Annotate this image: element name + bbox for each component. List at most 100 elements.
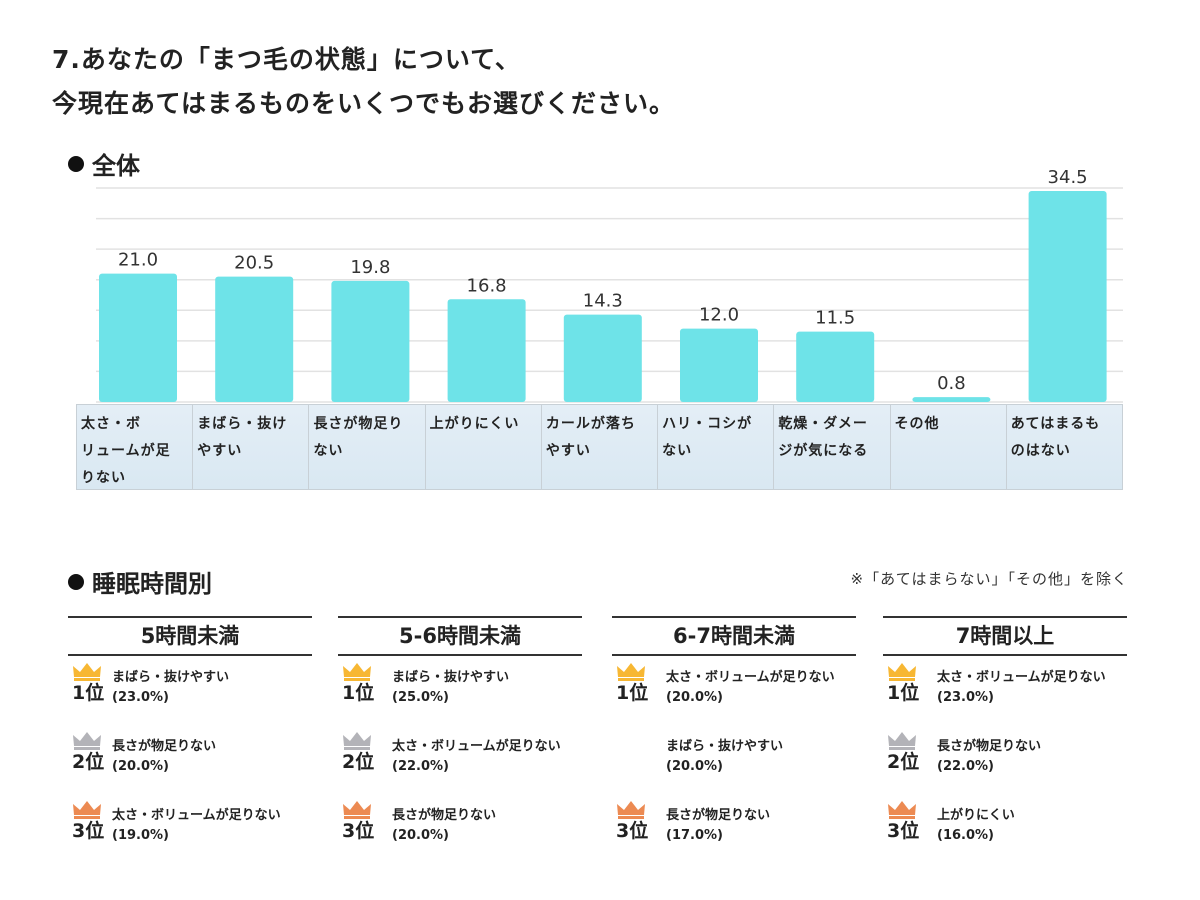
rank-answer: 上がりにくい	[937, 808, 1015, 823]
crown-gold-icon	[616, 662, 646, 686]
category-label: 長さが物足り ない	[309, 405, 426, 489]
exclusion-note: ※「あてはまらない」「その他」を除く	[850, 570, 1128, 588]
crown-silver-icon	[887, 731, 917, 755]
rank-item: 3位 長さが物足りない (17.0%)	[612, 794, 856, 863]
sleep-group: 5時間未満 1位 まばら・抜けやすい (23.0%) 2位 長さが物足りない (20.0%)…	[68, 616, 312, 863]
overall-heading-text: 全体	[92, 152, 140, 180]
category-label-table: 太さ・ボ リュームが足 りない まばら・抜け やすい 長さが物足り ない 上がりにくい…	[76, 404, 1123, 490]
group-title: 5-6時間未満	[338, 616, 582, 656]
rank-percent: (22.0%)	[937, 759, 994, 774]
rank-item: まばら・抜けやすい (20.0%)	[612, 725, 856, 794]
rank-label: 1位	[616, 682, 649, 704]
category-label: カールが落ち やすい	[542, 405, 659, 489]
rank-percent: (20.0%)	[392, 828, 449, 843]
bar	[447, 299, 526, 402]
category-label: まばら・抜け やすい	[193, 405, 310, 489]
sleep-heading: 睡眠時間別	[68, 564, 212, 599]
rank-percent: (17.0%)	[666, 828, 723, 843]
category-label: 上がりにくい	[426, 405, 542, 489]
rank-label: 1位	[342, 682, 375, 704]
category-label: 太さ・ボ リュームが足 りない	[77, 405, 194, 489]
title-line-2: 今現在あてはまるものをいくつでもお選びください。	[52, 89, 676, 118]
rank-answer: 長さが物足りない	[666, 808, 771, 823]
bar	[331, 280, 410, 402]
rank-percent: (23.0%)	[937, 690, 994, 705]
overall-heading: 全体	[68, 146, 140, 181]
rank-item: 3位 上がりにくい (16.0%)	[883, 794, 1127, 863]
rank-answer: 長さが物足りない	[112, 739, 217, 754]
category-label: その他	[891, 405, 1007, 489]
rank-percent: (20.0%)	[112, 759, 169, 774]
sleep-heading-text: 睡眠時間別	[92, 570, 212, 598]
bullet-icon	[68, 156, 84, 172]
rank-item: 1位 太さ・ボリュームが足りない (20.0%)	[612, 656, 856, 725]
rank-percent: (20.0%)	[666, 759, 723, 774]
sleep-group: 7時間以上 1位 太さ・ボリュームが足りない (23.0%) 2位 長さが物足りない (22…	[883, 616, 1127, 863]
question-title: 7.あなたの「まつ毛の状態」について、 今現在あてはまるものをいくつでもお選びく…	[52, 38, 675, 126]
data-label: 0.8	[937, 373, 966, 394]
group-title: 5時間未満	[68, 616, 312, 656]
category-label: あてはまるも のはない	[1010, 416, 1101, 459]
bar	[912, 397, 991, 402]
data-label: 34.5	[1048, 167, 1088, 188]
rank-answer: 太さ・ボリュームが足りない	[937, 670, 1106, 685]
overall-bar-chart: 21.0 20.5 19.8 16.8 14.3 12.0 11.5 0.8 34.5	[96, 167, 1123, 403]
category-label: 乾燥・ダメー ジが気になる	[774, 405, 891, 489]
rank-percent: (22.0%)	[392, 759, 449, 774]
category-label: ハリ・コシが ない	[658, 405, 775, 489]
rank-item: 2位 長さが物足りない (22.0%)	[883, 725, 1127, 794]
rank-label: 2位	[72, 751, 105, 773]
bar	[215, 276, 294, 402]
rank-label: 3位	[887, 820, 920, 842]
group-title: 7時間以上	[883, 616, 1127, 656]
rank-item: 2位 長さが物足りない (20.0%)	[68, 725, 312, 794]
sleep-group: 5-6時間未満 1位 まばら・抜けやすい (25.0%) 2位 太さ・ボリュームが足りない…	[338, 616, 582, 863]
data-label: 11.5	[815, 308, 855, 329]
bar	[680, 328, 758, 402]
data-label: 21.0	[118, 250, 158, 271]
bar	[563, 314, 642, 402]
crown-bronze-icon	[72, 800, 102, 824]
rank-answer: 太さ・ボリュームが足りない	[392, 739, 561, 754]
rank-label: 3位	[616, 820, 649, 842]
data-label: 19.8	[350, 257, 390, 278]
rank-percent: (23.0%)	[112, 690, 169, 705]
rank-answer: 長さが物足りない	[392, 808, 497, 823]
title-line-1: 7.あなたの「まつ毛の状態」について、	[52, 45, 521, 74]
sleep-group: 6-7時間未満 1位 太さ・ボリュームが足りない (20.0%) まばら・抜けやすい (2…	[612, 616, 856, 863]
rank-percent: (16.0%)	[937, 828, 994, 843]
rank-item: 1位 まばら・抜けやすい (23.0%)	[68, 656, 312, 725]
data-label: 20.5	[234, 253, 274, 274]
rank-label: 3位	[72, 820, 105, 842]
rank-item: 3位 長さが物足りない (20.0%)	[338, 794, 582, 863]
rank-answer: 太さ・ボリュームが足りない	[666, 670, 835, 685]
crown-bronze-icon	[616, 800, 646, 824]
rank-label: 3位	[342, 820, 375, 842]
rank-label: 2位	[342, 751, 375, 773]
rank-answer: 太さ・ボリュームが足りない	[112, 808, 281, 823]
rank-answer: まばら・抜けやすい	[666, 739, 784, 754]
data-label: 12.0	[699, 305, 739, 326]
rank-item: 1位 まばら・抜けやすい (25.0%)	[338, 656, 582, 725]
group-title: 6-7時間未満	[612, 616, 856, 656]
crown-bronze-icon	[887, 800, 917, 824]
rank-item: 1位 太さ・ボリュームが足りない (23.0%)	[883, 656, 1127, 725]
rank-answer: まばら・抜けやすい	[112, 670, 230, 685]
crown-gold-icon	[342, 662, 372, 686]
rank-percent: (19.0%)	[112, 828, 169, 843]
bar	[99, 273, 177, 402]
rank-answer: まばら・抜けやすい	[392, 670, 510, 685]
rank-answer: 長さが物足りない	[937, 739, 1042, 754]
rank-item: 3位 太さ・ボリュームが足りない (19.0%)	[68, 794, 312, 863]
rank-label: 2位	[887, 751, 920, 773]
data-label: 16.8	[467, 275, 507, 296]
bar	[796, 331, 875, 402]
rank-percent: (25.0%)	[392, 690, 449, 705]
crown-bronze-icon	[342, 800, 372, 824]
data-label: 14.3	[583, 291, 623, 312]
crown-gold-icon	[887, 662, 917, 686]
crown-silver-icon	[72, 731, 102, 755]
bullet-icon	[68, 574, 84, 590]
crown-gold-icon	[72, 662, 102, 686]
